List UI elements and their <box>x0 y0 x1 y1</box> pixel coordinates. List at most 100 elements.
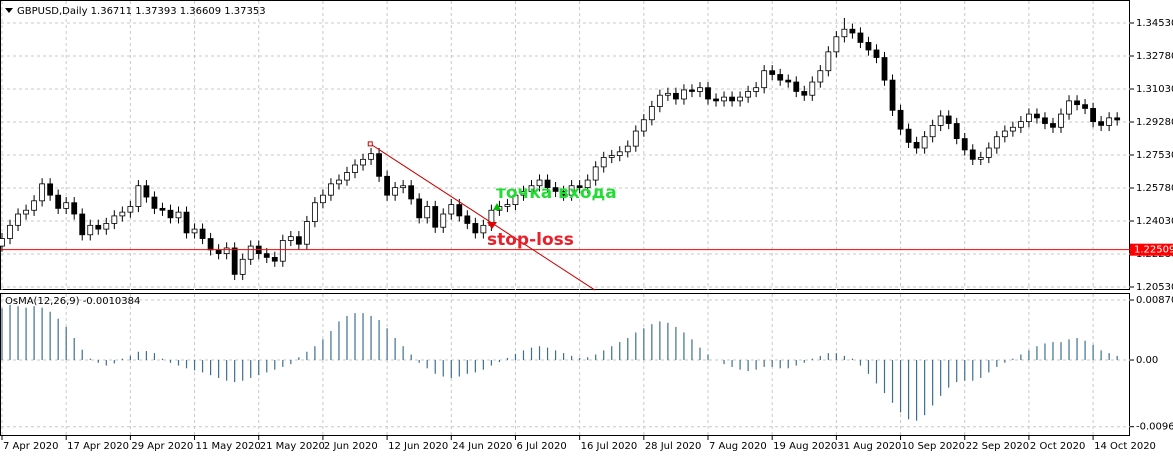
candle-body <box>825 51 832 72</box>
candle-body <box>432 206 439 228</box>
y-tick-label: 1.32780 <box>1136 51 1173 62</box>
trend-line <box>369 143 596 291</box>
candle-body <box>689 89 695 92</box>
candle-body <box>135 185 142 207</box>
candle-body <box>408 185 415 200</box>
x-tick-label: 21 May 2020 <box>260 441 325 452</box>
candle-body <box>905 128 912 143</box>
candle-body <box>985 147 992 158</box>
x-tick-label: 22 Sep 2020 <box>966 441 1029 452</box>
candle-body <box>761 70 768 89</box>
candle-body <box>769 70 776 75</box>
candle-body <box>777 74 784 81</box>
candle-body <box>376 153 382 177</box>
candle-body <box>913 141 920 149</box>
candle-body <box>143 185 150 198</box>
candle-body <box>681 89 687 100</box>
y-tick-label: 1.25780 <box>1136 183 1173 194</box>
candle-body <box>969 149 976 160</box>
candle-body <box>384 175 390 196</box>
candle-body <box>416 198 423 219</box>
candle-body <box>167 209 174 219</box>
candle-body <box>199 228 206 239</box>
candle-body <box>841 28 848 38</box>
candle-body <box>632 130 639 147</box>
menu-triangle[interactable] <box>5 8 13 13</box>
candle-body <box>817 70 824 83</box>
candle-body <box>39 183 46 202</box>
candle-body <box>360 158 366 166</box>
candle-body <box>1009 126 1016 132</box>
trend-anchor <box>367 141 373 147</box>
candle-body <box>368 153 374 160</box>
candle-body <box>303 221 310 245</box>
y-tick-label: 1.29280 <box>1136 117 1173 128</box>
candle-body <box>512 194 519 205</box>
candle-body <box>737 96 743 102</box>
candle-body <box>504 204 511 207</box>
candle-body <box>584 179 591 189</box>
candle-body <box>311 202 318 222</box>
stop-level-tag <box>1130 243 1173 256</box>
candle-body <box>873 49 880 58</box>
candle-body <box>320 194 326 204</box>
candle-body <box>961 138 968 151</box>
candle-body <box>1106 117 1113 126</box>
candle-body <box>889 79 896 111</box>
candle-body <box>697 87 703 92</box>
candle-body <box>424 206 431 219</box>
candle-body <box>1050 123 1056 128</box>
candle-body <box>103 223 110 230</box>
candle-body <box>55 194 62 209</box>
candle-body <box>929 124 936 138</box>
candle-body <box>560 190 567 196</box>
candle-body <box>344 172 350 181</box>
candle-body <box>47 183 54 196</box>
candle-body <box>544 179 551 189</box>
candle-body <box>937 115 944 126</box>
candle-body <box>392 187 399 196</box>
candle-body <box>159 207 166 211</box>
y-tick-label: 0.008701 <box>1136 295 1173 306</box>
candle-body <box>849 28 856 34</box>
candle-body <box>833 36 840 53</box>
x-tick-label: 29 Apr 2020 <box>131 441 193 452</box>
candle-body <box>263 253 270 258</box>
candle-body <box>881 57 888 81</box>
candle-body <box>448 204 455 215</box>
y-tick-label: 1.27530 <box>1136 150 1173 161</box>
y-tick-label: 1.31030 <box>1136 84 1173 95</box>
x-tick-label: 24 Jun 2020 <box>452 441 512 452</box>
candle-body <box>608 155 615 158</box>
x-tick-label: 2 Oct 2020 <box>1030 441 1085 452</box>
candle-body <box>592 166 599 181</box>
candle-body <box>576 185 583 189</box>
candle-body <box>664 92 671 96</box>
candle-body <box>640 119 647 132</box>
candle-body <box>1017 121 1024 128</box>
stop-level-label: 1.22509 <box>1134 245 1173 256</box>
candle-body <box>352 164 358 173</box>
x-tick-label: 10 Sep 2020 <box>902 441 965 452</box>
x-tick-label: 19 Aug 2020 <box>773 441 837 452</box>
candle-body <box>95 224 102 230</box>
candle-body <box>568 185 575 196</box>
candle-body <box>953 123 960 139</box>
candle-body <box>1001 130 1008 138</box>
candle-body <box>191 228 198 234</box>
candle-body <box>7 224 13 239</box>
x-tick-label: 31 Aug 2020 <box>837 441 901 452</box>
candle-body <box>0 238 5 247</box>
y-tick-label: 1.24030 <box>1136 216 1173 227</box>
candle-body <box>456 204 463 217</box>
candle-body <box>600 157 607 168</box>
candle-body <box>1090 108 1096 123</box>
x-tick-label: 7 Aug 2020 <box>709 441 767 452</box>
candle-body <box>552 187 559 192</box>
candle-body <box>31 200 37 211</box>
candle-body <box>464 215 471 224</box>
candle-body <box>745 91 752 98</box>
